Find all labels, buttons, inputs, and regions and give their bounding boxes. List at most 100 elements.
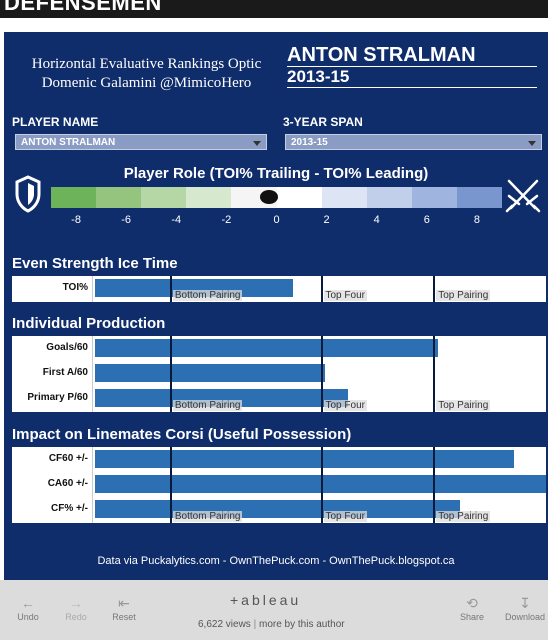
- role-tick-label: -8: [71, 214, 81, 226]
- views-count: 6,622 views: [198, 619, 251, 630]
- label-divider: [92, 336, 93, 412]
- role-tick-label: 6: [423, 214, 430, 226]
- threshold-line: [320, 336, 323, 412]
- scale-cell: [96, 187, 142, 208]
- span-filter-label: 3-YEAR SPAN: [283, 115, 363, 129]
- top-title-bar: DEFENSEMEN: [0, 0, 548, 18]
- metric-label: CF60 +/-: [48, 453, 88, 464]
- zone-label: Top Four: [323, 400, 367, 411]
- redo-button[interactable]: → Redo: [56, 594, 96, 622]
- shield-icon: [15, 175, 41, 213]
- spacer: [0, 18, 548, 32]
- redo-label: Redo: [65, 612, 87, 622]
- zone-label: Bottom Pairing: [172, 400, 243, 411]
- role-tick-label: 4: [373, 214, 380, 226]
- section-title-es: Even Strength Ice Time: [12, 255, 178, 272]
- share-label: Share: [459, 612, 485, 622]
- section-title-ip: Individual Production: [12, 315, 166, 332]
- metric-bar[interactable]: [95, 279, 294, 297]
- role-tick-label: 2: [323, 214, 330, 226]
- download-icon: ↧: [519, 595, 531, 611]
- threshold-line: [433, 447, 436, 523]
- threshold-line: [169, 447, 172, 523]
- role-tick-label: 8: [473, 214, 480, 226]
- scale-cell: [411, 187, 458, 208]
- metric-label: TOI%: [62, 282, 88, 293]
- season-heading: 2013-15: [287, 67, 350, 86]
- metric-label: Primary P/60: [27, 392, 88, 403]
- arrow-left-icon: ←: [21, 595, 35, 611]
- role-tick-label: -4: [171, 214, 182, 226]
- role-tick-label: -6: [121, 214, 132, 226]
- player-select[interactable]: ANTON STRALMAN: [15, 134, 267, 150]
- threshold-line: [433, 276, 436, 302]
- section-title-imp: Impact on Linemates Corsi (Useful Posses…: [12, 426, 352, 443]
- page-title: DEFENSEMEN: [4, 0, 162, 15]
- header-line-2: Domenic Galamini @MimicoHero: [41, 75, 252, 91]
- tableau-logo[interactable]: +ableau: [230, 592, 302, 608]
- threshold-line: [169, 276, 172, 302]
- header-line-1: Horizontal Evaluative Rankings Optic: [31, 56, 262, 72]
- more-by-author-link[interactable]: more by this author: [258, 619, 345, 630]
- credits-text: Data via Puckalytics.com - OwnThePuck.co…: [97, 555, 455, 567]
- tableau-toolbar: ← Undo → Redo ⇤ Reset +ableau 6,622 view…: [0, 580, 548, 640]
- player-name-heading: ANTON STRALMAN: [287, 44, 476, 66]
- zone-label: Top Pairing: [436, 511, 491, 522]
- undo-label: Undo: [17, 612, 39, 622]
- share-button[interactable]: ⟲ Share: [452, 594, 492, 622]
- player-select-value: ANTON STRALMAN: [21, 137, 116, 148]
- label-divider: [92, 447, 93, 523]
- reset-button[interactable]: ⇤ Reset: [104, 594, 144, 622]
- scale-cell: [321, 187, 368, 208]
- metric-label: Goals/60: [46, 342, 88, 353]
- threshold-line: [169, 336, 172, 412]
- zone-label: Top Pairing: [436, 400, 491, 411]
- metric-bar[interactable]: [95, 339, 438, 357]
- zone-label: Top Four: [323, 511, 367, 522]
- undo-button[interactable]: ← Undo: [8, 594, 48, 622]
- metric-bar[interactable]: [95, 364, 325, 382]
- role-tick-label: -2: [221, 214, 232, 226]
- scale-cell: [276, 187, 323, 208]
- chart-ip: Goals/60 First A/60 Primary P/60 Bottom Pai…: [12, 336, 546, 412]
- scale-cell: [186, 187, 232, 208]
- metric-bar[interactable]: [95, 389, 348, 407]
- divider: [287, 87, 537, 88]
- role-title: Player Role (TOI% Trailing - TOI% Leadin…: [123, 165, 429, 182]
- zone-label: Top Four: [323, 290, 367, 301]
- threshold-line: [433, 336, 436, 412]
- divider: [287, 66, 537, 67]
- span-select[interactable]: 2013-15: [285, 134, 542, 150]
- chevron-down-icon: [253, 141, 261, 146]
- metric-label: CA60 +/-: [47, 478, 88, 489]
- puck-marker: [259, 190, 278, 204]
- dashboard-panel: Horizontal Evaluative Rankings Optic Dom…: [4, 32, 548, 580]
- views-line: 6,622 views | more by this author: [198, 619, 345, 630]
- zone-label: Bottom Pairing: [172, 290, 243, 301]
- share-icon: ⟲: [466, 595, 478, 611]
- zone-label: Top Pairing: [436, 290, 491, 301]
- threshold-line: [320, 447, 323, 523]
- crossed-swords-icon: [505, 179, 541, 213]
- label-divider: [92, 276, 93, 302]
- span-select-value: 2013-15: [291, 137, 328, 148]
- arrow-right-icon: →: [69, 595, 83, 611]
- scale-cell: [141, 187, 187, 208]
- metric-label: First A/60: [42, 367, 88, 378]
- chart-imp: CF60 +/- CA60 +/- CF% +/- Bottom Pairing Top…: [12, 447, 546, 523]
- zone-label: Bottom Pairing: [172, 511, 243, 522]
- threshold-line: [320, 276, 323, 302]
- metric-bar[interactable]: [95, 450, 515, 468]
- reset-label: Reset: [112, 612, 136, 622]
- chart-es: TOI% Bottom Pairing Top Four Top Pairing: [12, 276, 546, 302]
- role-tick-label: 0: [273, 214, 280, 226]
- metric-bar[interactable]: [95, 500, 461, 518]
- scale-cell: [366, 187, 413, 208]
- download-button[interactable]: ↧ Download: [502, 594, 548, 622]
- metric-label: CF% +/-: [51, 503, 88, 514]
- scale-cell: [51, 187, 97, 208]
- chevron-down-icon: [528, 141, 536, 146]
- role-scale: [51, 187, 503, 208]
- download-label: Download: [504, 612, 546, 622]
- scale-cell: [456, 187, 503, 208]
